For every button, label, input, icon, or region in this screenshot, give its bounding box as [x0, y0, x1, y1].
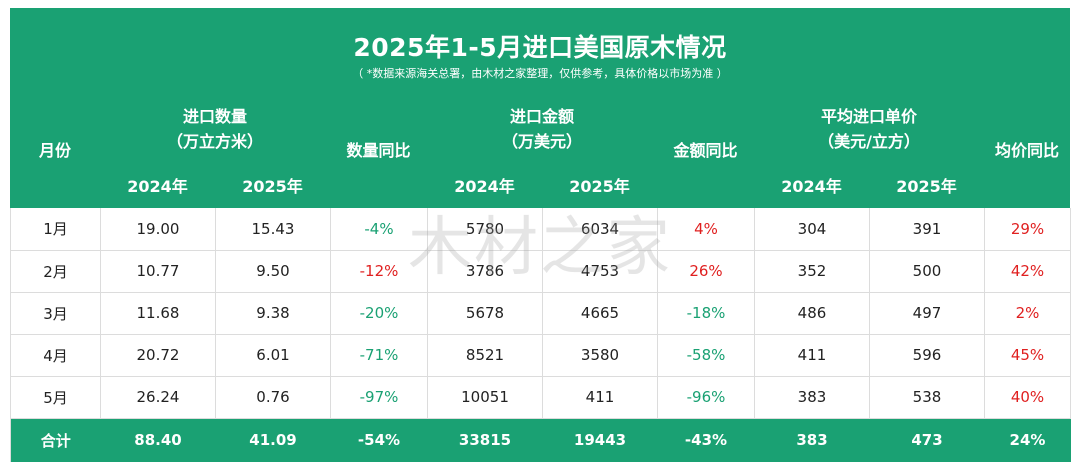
- cell-amt-yoy: 26%: [657, 250, 755, 293]
- cell-qty-yoy: -20%: [330, 292, 428, 335]
- cell-qty-yoy: -12%: [330, 250, 428, 293]
- cell-amt-2025: 411: [542, 376, 658, 419]
- header-price-yoy: 均价同比: [994, 141, 1059, 160]
- cell-price-2024: 486: [754, 292, 870, 335]
- cell-total-qty-yoy: -54%: [330, 418, 428, 462]
- cell-amt-2025: 3580: [542, 334, 658, 377]
- cell-price-2024: 304: [754, 208, 870, 251]
- cell-qty-yoy: -4%: [330, 208, 428, 251]
- cell-month: 2月: [10, 250, 101, 293]
- cell-price-2025: 538: [869, 376, 985, 419]
- table-row: 2月 10.77 9.50 -12% 3786 4753 26% 352 500…: [10, 250, 1071, 293]
- cell-total-price-yoy: 24%: [984, 418, 1071, 462]
- cell-qty-2025: 0.76: [215, 376, 331, 419]
- cell-total-qty-2024: 88.40: [100, 418, 216, 462]
- cell-qty-2024: 20.72: [100, 334, 216, 377]
- cell-price-2025: 596: [869, 334, 985, 377]
- cell-amt-2024: 10051: [427, 376, 543, 419]
- header-amt-2025: 2025年: [569, 177, 630, 196]
- cell-qty-2024: 10.77: [100, 250, 216, 293]
- header-price-2025: 2025年: [896, 177, 957, 196]
- cell-amt-yoy: 4%: [657, 208, 755, 251]
- cell-price-yoy: 2%: [984, 292, 1071, 335]
- cell-price-yoy: 45%: [984, 334, 1071, 377]
- table-header: 2025年1-5月进口美国原木情况 （ *数据来源海关总署，由木材之家整理，仅供…: [10, 8, 1070, 208]
- cell-price-yoy: 40%: [984, 376, 1071, 419]
- cell-amt-yoy: -96%: [657, 376, 755, 419]
- table-row: 4月 20.72 6.01 -71% 8521 3580 -58% 411 59…: [10, 334, 1071, 377]
- header-month: 月份: [38, 141, 71, 160]
- header-amt-yoy: 金额同比: [673, 141, 738, 160]
- cell-amt-2025: 6034: [542, 208, 658, 251]
- cell-amt-2025: 4753: [542, 250, 658, 293]
- cell-price-2025: 500: [869, 250, 985, 293]
- cell-qty-2025: 15.43: [215, 208, 331, 251]
- cell-qty-yoy: -71%: [330, 334, 428, 377]
- cell-total-price-2024: 383: [754, 418, 870, 462]
- cell-price-yoy: 42%: [984, 250, 1071, 293]
- page-title: 2025年1-5月进口美国原木情况: [353, 33, 727, 62]
- cell-total-amt-2025: 19443: [542, 418, 658, 462]
- cell-qty-2024: 19.00: [100, 208, 216, 251]
- cell-qty-2025: 9.50: [215, 250, 331, 293]
- header-amt-title: 进口金额: [509, 107, 574, 126]
- table-row: 5月 26.24 0.76 -97% 10051 411 -96% 383 53…: [10, 376, 1071, 419]
- cell-amt-yoy: -18%: [657, 292, 755, 335]
- cell-price-2024: 383: [754, 376, 870, 419]
- header-qty-title: 进口数量: [182, 107, 247, 126]
- cell-price-2024: 411: [754, 334, 870, 377]
- cell-month: 5月: [10, 376, 101, 419]
- cell-amt-2024: 5780: [427, 208, 543, 251]
- cell-month: 4月: [10, 334, 101, 377]
- header-price-2024: 2024年: [781, 177, 842, 196]
- header-amt-2024: 2024年: [454, 177, 515, 196]
- header-price-title: 平均进口单价: [820, 107, 917, 126]
- header-amt-unit: （万美元）: [501, 132, 582, 151]
- cell-amt-yoy: -58%: [657, 334, 755, 377]
- cell-price-2025: 391: [869, 208, 985, 251]
- header-price-unit: （美元/立方）: [818, 132, 920, 151]
- cell-month: 3月: [10, 292, 101, 335]
- cell-amt-2024: 3786: [427, 250, 543, 293]
- table-row: 1月 19.00 15.43 -4% 5780 6034 4% 304 391 …: [10, 208, 1071, 251]
- cell-qty-2024: 11.68: [100, 292, 216, 335]
- page-subtitle: （ *数据来源海关总署，由木材之家整理，仅供参考，具体价格以市场为准 ）: [352, 67, 728, 80]
- total-row: 合计 88.40 41.09 -54% 33815 19443 -43% 383…: [10, 418, 1071, 462]
- cell-total-amt-yoy: -43%: [657, 418, 755, 462]
- cell-price-2025: 497: [869, 292, 985, 335]
- cell-qty-2025: 6.01: [215, 334, 331, 377]
- cell-total-label: 合计: [10, 418, 101, 462]
- cell-month: 1月: [10, 208, 101, 251]
- cell-total-price-2025: 473: [869, 418, 985, 462]
- cell-amt-2024: 5678: [427, 292, 543, 335]
- cell-amt-2024: 8521: [427, 334, 543, 377]
- cell-qty-2025: 9.38: [215, 292, 331, 335]
- cell-qty-yoy: -97%: [330, 376, 428, 419]
- cell-qty-2024: 26.24: [100, 376, 216, 419]
- cell-amt-2025: 4665: [542, 292, 658, 335]
- cell-total-qty-2025: 41.09: [215, 418, 331, 462]
- table-row: 3月 11.68 9.38 -20% 5678 4665 -18% 486 49…: [10, 292, 1071, 335]
- header-qty-2024: 2024年: [127, 177, 188, 196]
- cell-price-2024: 352: [754, 250, 870, 293]
- cell-total-amt-2024: 33815: [427, 418, 543, 462]
- data-table: 1月 19.00 15.43 -4% 5780 6034 4% 304 391 …: [10, 208, 1071, 462]
- header-qty-unit: （万立方米）: [166, 132, 263, 151]
- report-card: 2025年1-5月进口美国原木情况 （ *数据来源海关总署，由木材之家整理，仅供…: [10, 8, 1071, 462]
- header-qty-2025: 2025年: [242, 177, 303, 196]
- header-qty-yoy: 数量同比: [346, 141, 411, 160]
- cell-price-yoy: 29%: [984, 208, 1071, 251]
